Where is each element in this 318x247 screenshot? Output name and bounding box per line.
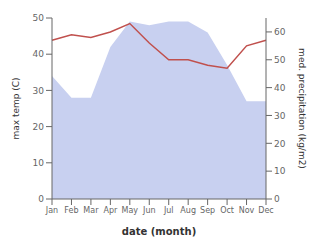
svg-text:30: 30	[33, 86, 45, 96]
svg-text:30: 30	[274, 111, 286, 121]
svg-text:10: 10	[274, 166, 286, 176]
svg-text:40: 40	[274, 83, 286, 93]
svg-text:Sep: Sep	[200, 206, 215, 215]
svg-text:20: 20	[33, 122, 45, 132]
svg-text:Feb: Feb	[64, 206, 78, 215]
svg-text:50: 50	[274, 55, 286, 65]
svg-text:Apr: Apr	[103, 206, 118, 215]
svg-text:0: 0	[38, 194, 44, 204]
svg-text:max temp (C): max temp (C)	[11, 77, 21, 139]
svg-text:Oct: Oct	[220, 206, 234, 215]
svg-text:May: May	[122, 206, 139, 215]
svg-text:Aug: Aug	[180, 206, 196, 215]
svg-text:10: 10	[33, 158, 45, 168]
svg-text:Dec: Dec	[258, 206, 273, 215]
svg-text:Nov: Nov	[239, 206, 255, 215]
svg-text:60: 60	[274, 27, 286, 37]
svg-text:20: 20	[274, 139, 286, 149]
svg-text:0: 0	[274, 194, 280, 204]
svg-text:50: 50	[33, 13, 45, 23]
svg-text:med. precipitation (kg/m2): med. precipitation (kg/m2)	[297, 48, 307, 169]
svg-text:40: 40	[33, 49, 45, 59]
svg-text:Jul: Jul	[163, 206, 174, 215]
svg-text:Jun: Jun	[142, 206, 156, 215]
svg-text:Jan: Jan	[45, 206, 58, 215]
svg-text:date (month): date (month)	[122, 226, 196, 237]
svg-text:Mar: Mar	[83, 206, 99, 215]
